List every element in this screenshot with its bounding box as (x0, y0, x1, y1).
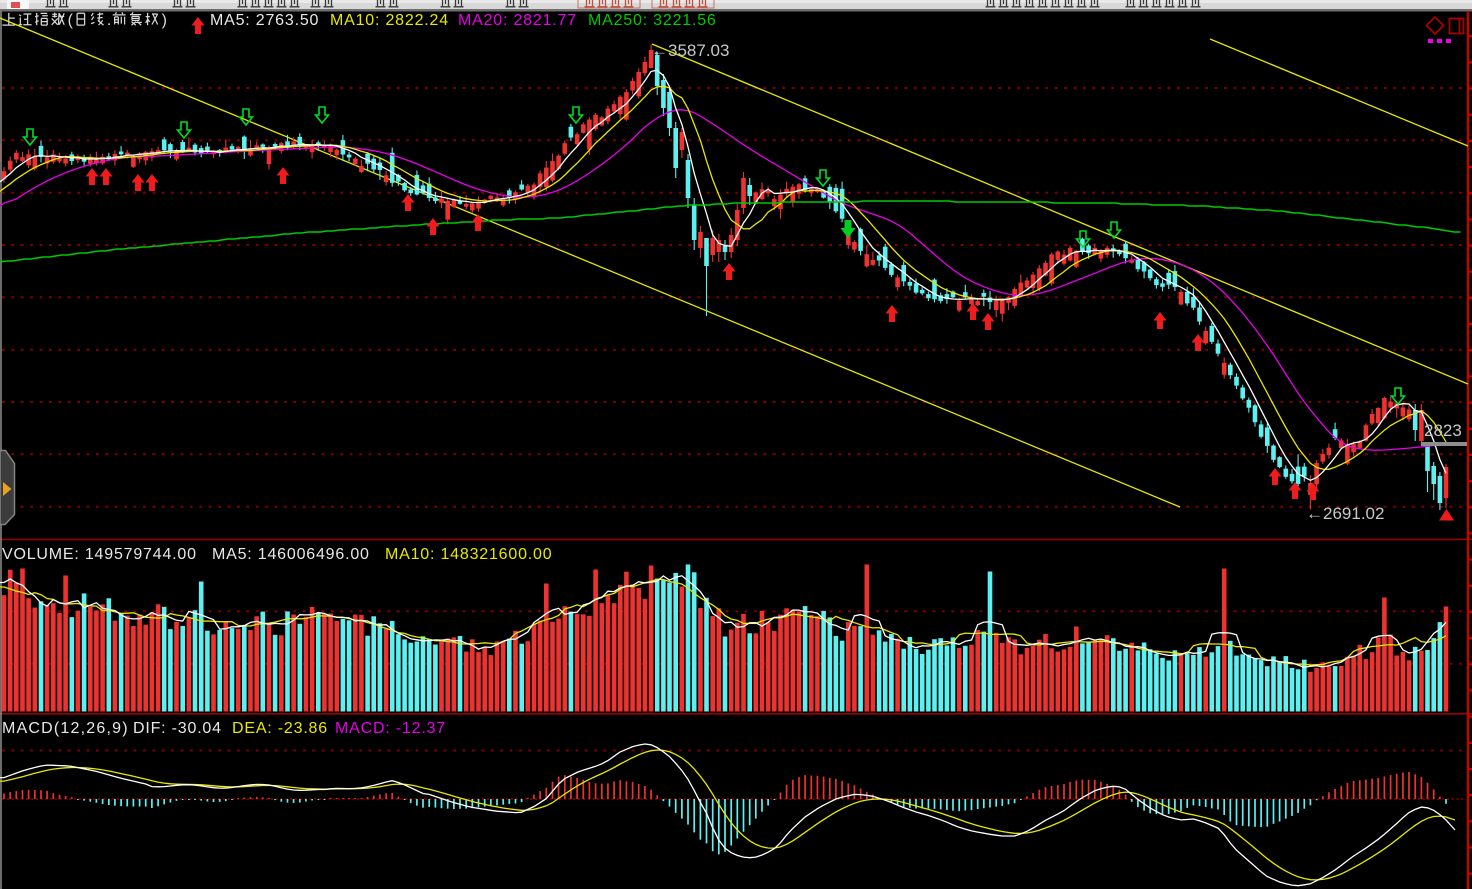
svg-text:MA20: 2821.77: MA20: 2821.77 (458, 12, 577, 29)
svg-text:MA5: 146006496.00: MA5: 146006496.00 (212, 546, 370, 563)
svg-text:(: ( (68, 12, 74, 29)
svg-text:←3587.03: ←3587.03 (651, 41, 729, 60)
svg-text:MACD(12,26,9): MACD(12,26,9) (2, 720, 129, 737)
svg-text:←2691.02: ←2691.02 (1306, 504, 1384, 523)
svg-text:MA250: 3221.56: MA250: 3221.56 (588, 12, 717, 29)
svg-text:): ) (162, 12, 167, 29)
svg-text:MACD: -12.37: MACD: -12.37 (335, 720, 446, 737)
svg-text:2823: 2823 (1424, 421, 1462, 440)
svg-text:DEA: -23.86: DEA: -23.86 (232, 720, 328, 737)
svg-text:VOLUME: 149579744.00: VOLUME: 149579744.00 (2, 546, 197, 563)
svg-text:MA10: 148321600.00: MA10: 148321600.00 (385, 546, 552, 563)
svg-text:MA5: 2763.50: MA5: 2763.50 (210, 12, 319, 29)
svg-text:DIF: -30.04: DIF: -30.04 (133, 720, 222, 737)
svg-text:.: . (107, 12, 111, 29)
svg-text:MA10: 2822.24: MA10: 2822.24 (330, 12, 449, 29)
